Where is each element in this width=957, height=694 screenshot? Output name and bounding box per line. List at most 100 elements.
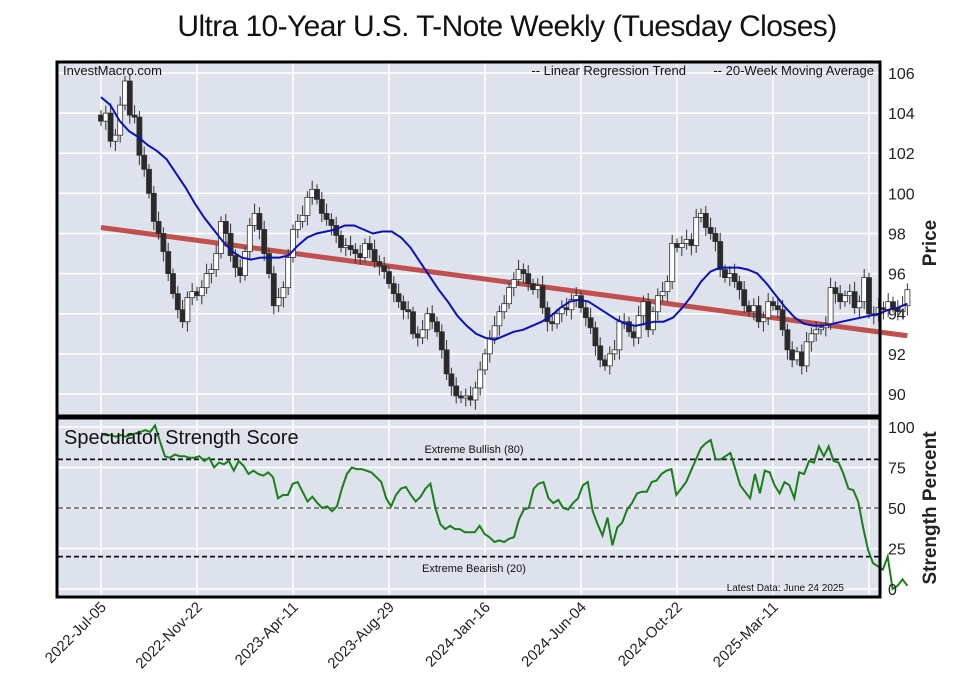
candle-body	[328, 219, 335, 226]
candle-body	[246, 225, 253, 252]
candle-body	[563, 307, 570, 311]
candle	[419, 319, 426, 345]
candle-body	[491, 325, 498, 339]
candle-body	[242, 251, 248, 277]
x-tick-label: 2023-Apr-11	[232, 599, 302, 669]
candle	[832, 281, 839, 304]
price-panel-border	[55, 60, 882, 418]
candle-body	[280, 287, 287, 299]
price-y-tick-label: 106	[888, 66, 915, 83]
candle-body	[549, 321, 556, 325]
candle-body	[453, 385, 460, 397]
candle	[323, 203, 330, 226]
candle-body	[290, 229, 296, 258]
candle	[299, 205, 306, 228]
candle-body	[160, 233, 167, 252]
candle-body	[544, 307, 551, 323]
candle-body	[678, 243, 685, 248]
candle	[400, 295, 407, 320]
candle	[803, 331, 810, 373]
candle-body	[698, 213, 704, 218]
extreme-bullish-label: Extreme Bullish (80)	[424, 444, 523, 456]
candle-body	[530, 283, 536, 291]
candle-body	[578, 295, 584, 309]
candle-body	[707, 227, 714, 234]
candle-body	[155, 221, 162, 234]
candle-body	[179, 309, 186, 323]
candle	[155, 211, 162, 240]
candle	[659, 281, 666, 302]
candle	[318, 191, 325, 223]
extreme-bearish-label: Extreme Bearish (20)	[422, 563, 526, 575]
candle	[510, 272, 517, 297]
candle-body	[779, 309, 786, 331]
candle	[448, 367, 455, 396]
candle-body	[630, 331, 637, 339]
candle	[275, 287, 282, 312]
candle-body	[304, 196, 311, 216]
candle	[410, 306, 416, 339]
candle-body	[275, 297, 282, 307]
candle	[160, 227, 167, 262]
candle-body	[414, 333, 421, 339]
candle-body	[722, 269, 728, 279]
candle-body	[366, 243, 373, 250]
candle-body	[534, 285, 541, 291]
candle-body	[213, 253, 220, 270]
candle	[506, 282, 512, 309]
candle-body	[645, 301, 652, 331]
candle	[246, 218, 253, 261]
price-y-tick-label: 94	[888, 307, 906, 324]
candle-body	[400, 301, 407, 311]
candle-body	[174, 293, 181, 311]
candle-body	[856, 301, 863, 309]
candle-body	[338, 235, 344, 248]
candle-body	[448, 373, 455, 387]
candle	[107, 103, 114, 148]
candle-body	[602, 359, 608, 367]
candle-body	[837, 293, 844, 303]
candle	[808, 327, 815, 352]
candle-body	[626, 321, 632, 333]
candle	[352, 243, 359, 264]
candle-body	[98, 114, 104, 122]
candle-body	[794, 351, 800, 361]
candle	[587, 307, 594, 334]
candle	[496, 305, 503, 336]
candle-body	[510, 279, 517, 289]
price-axis-label: Price	[920, 220, 941, 266]
strength-y-tick-label: 100	[888, 420, 915, 437]
candle-body	[189, 291, 196, 299]
candle	[174, 286, 181, 319]
candle-body	[112, 134, 119, 142]
candle-body	[582, 307, 589, 319]
candle-body	[746, 305, 752, 313]
candle-body	[362, 243, 368, 258]
x-tick-label: 2024-Oct-22	[615, 599, 686, 670]
candle-body	[347, 245, 354, 250]
candle	[842, 290, 848, 307]
candle-body	[789, 349, 796, 361]
candle-body	[467, 395, 474, 401]
candle-body	[515, 269, 522, 281]
candle	[813, 321, 820, 342]
candle-body	[227, 233, 234, 256]
candle-body	[261, 229, 268, 254]
price-y-ticks: 90 92 94 96 98 100 102 104 106	[888, 66, 915, 404]
price-y-tick-label: 92	[888, 347, 906, 364]
candle	[266, 248, 272, 279]
candle	[654, 288, 661, 321]
candle	[482, 348, 488, 375]
candle-body	[606, 353, 613, 367]
candle	[712, 227, 719, 252]
candle	[141, 146, 148, 177]
strength-axis-label: Strength Percent	[920, 431, 941, 585]
moving-average-layer	[100, 96, 908, 341]
candle-body	[285, 257, 292, 289]
x-tick-label: 2022-Jul-05	[42, 599, 110, 667]
candle-body	[342, 245, 349, 248]
candle	[386, 266, 392, 289]
x-tick-label: 2024-Jan-16	[422, 599, 494, 671]
candle-body	[194, 291, 200, 297]
strength-line-layer	[100, 423, 909, 591]
